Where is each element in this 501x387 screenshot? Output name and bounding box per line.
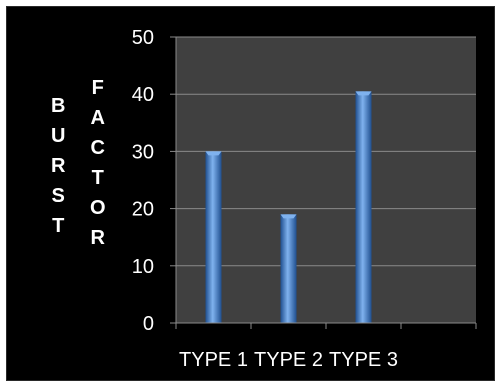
y-axis-label-letter: T — [91, 167, 104, 189]
y-tick-label: 30 — [132, 141, 154, 163]
y-axis-label-letter: B — [51, 95, 66, 117]
bar-top-bevel — [355, 91, 372, 96]
gridlines — [176, 36, 476, 267]
x-tick-label: TYPE 3 — [329, 349, 398, 371]
bar-top-bevel — [205, 151, 222, 156]
axes — [170, 36, 477, 329]
y-axis-label-letter: U — [51, 125, 66, 147]
x-tick-label: TYPE 1 — [179, 349, 248, 371]
bars — [205, 91, 372, 323]
bar — [205, 151, 222, 323]
y-tick-label: 20 — [132, 199, 154, 221]
y-axis-label-letter: R — [90, 227, 105, 249]
y-tick-labels: 0 10 20 30 40 50 — [132, 27, 154, 335]
x-tick-label: TYPE 2 — [254, 349, 323, 371]
y-axis-label-letter: R — [51, 155, 66, 177]
y-tick-label: 50 — [132, 27, 154, 49]
y-tick-label: 40 — [132, 84, 154, 106]
bar-top-bevel — [280, 214, 297, 219]
bar-chart: 0 10 20 30 40 50 TYPE 1 TYPE 2 TYPE 3 — [132, 27, 477, 371]
y-axis-label-letter: S — [51, 185, 65, 207]
bar — [355, 91, 372, 323]
bar — [280, 214, 297, 323]
y-axis-label-letter: C — [90, 137, 105, 159]
y-tick-label: 10 — [132, 256, 154, 278]
y-axis-label-letter: A — [90, 107, 105, 129]
y-axis-label-letter: F — [91, 77, 104, 99]
y-tick-label: 0 — [143, 313, 154, 335]
y-axis-label-letter: T — [52, 215, 65, 237]
y-axis-label-letter: O — [90, 197, 106, 219]
x-tick-labels: TYPE 1 TYPE 2 TYPE 3 — [179, 349, 398, 371]
plot-area — [176, 37, 476, 323]
